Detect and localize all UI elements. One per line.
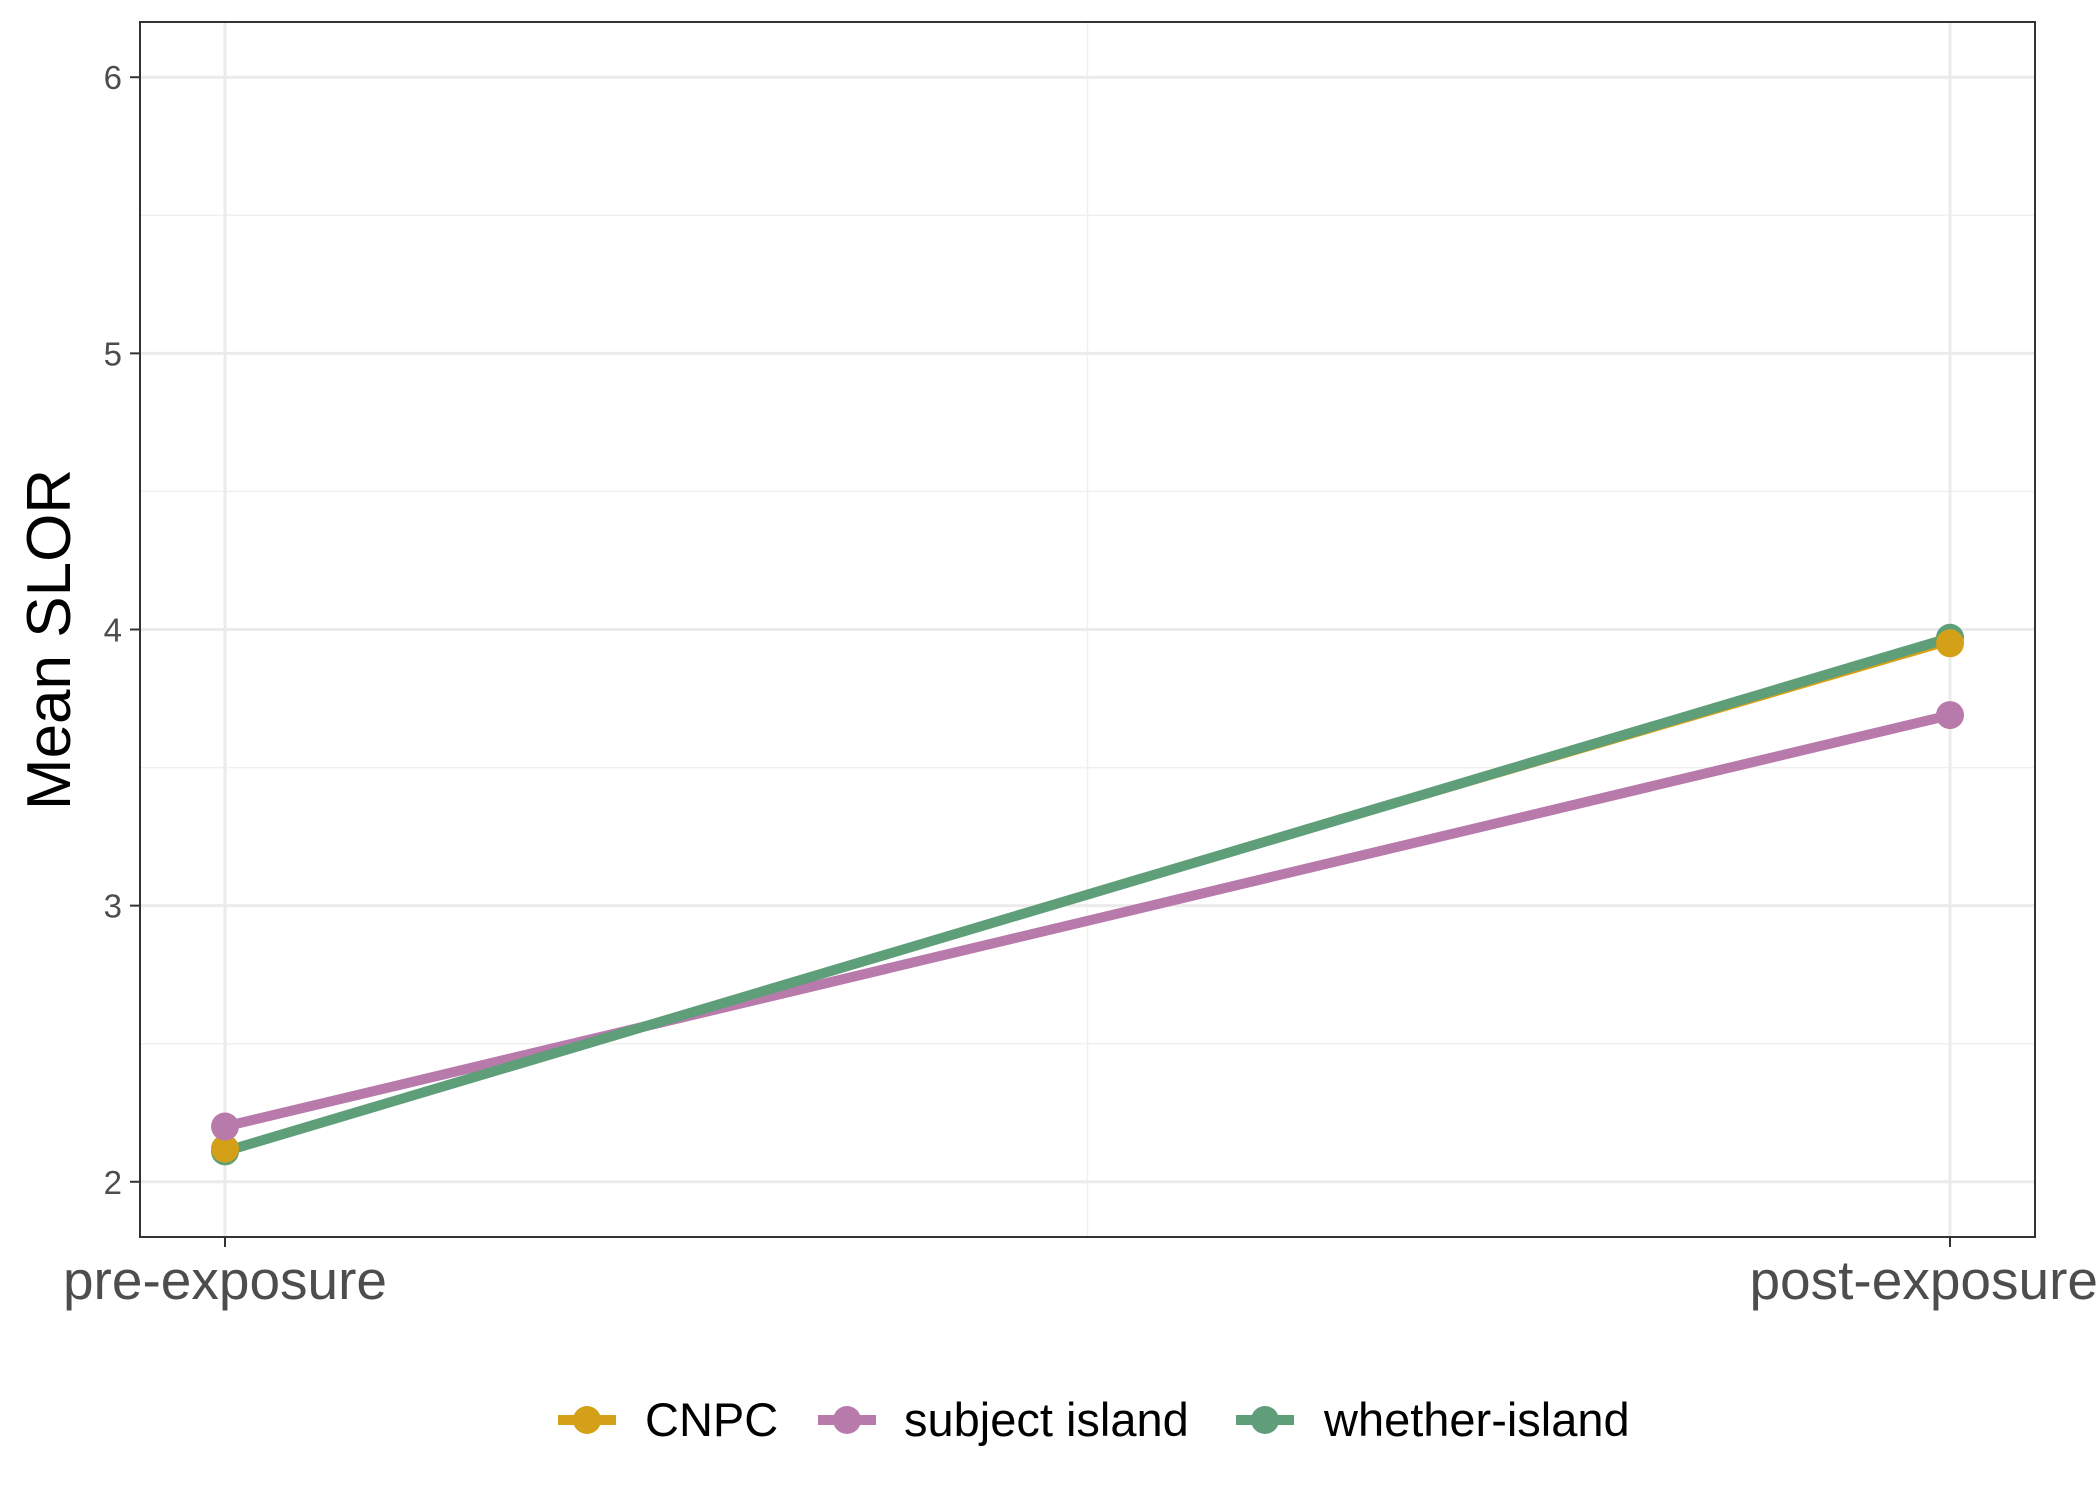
y-tick-label: 5 bbox=[104, 335, 122, 372]
x-tick-label: pre-exposure bbox=[63, 1249, 387, 1311]
data-point-cnpc bbox=[211, 1134, 239, 1163]
y-tick-label: 3 bbox=[104, 888, 122, 925]
data-point-subject-island bbox=[1936, 701, 1964, 730]
legend-swatch-point bbox=[573, 1406, 601, 1434]
legend: CNPC subject island whether-island bbox=[558, 1393, 1630, 1446]
y-tick-label: 4 bbox=[104, 612, 122, 649]
legend-key-subject-island bbox=[818, 1406, 876, 1434]
legend-label: CNPC bbox=[645, 1393, 778, 1446]
series-line-subject-island bbox=[223, 710, 1952, 1132]
axes: 2 3 4 5 6 pre-exposure post-exposure bbox=[63, 59, 2098, 1311]
x-tick-label: post-exposure bbox=[1749, 1249, 2098, 1311]
y-tick-label: 6 bbox=[104, 59, 122, 96]
y-tick-label: 2 bbox=[104, 1164, 122, 1201]
legend-label: whether-island bbox=[1323, 1393, 1630, 1446]
data-point-subject-island bbox=[211, 1112, 239, 1141]
legend-key-cnpc bbox=[558, 1406, 616, 1434]
legend-swatch-point bbox=[1251, 1406, 1279, 1434]
legend-key-whether-island bbox=[1236, 1406, 1294, 1434]
legend-swatch-point bbox=[833, 1406, 861, 1434]
y-axis-title: Mean SLOR bbox=[15, 469, 84, 810]
series-lines bbox=[211, 623, 1964, 1166]
series-line-whether-island bbox=[223, 632, 1952, 1157]
data-point-cnpc bbox=[1936, 629, 1964, 658]
legend-label: subject island bbox=[904, 1393, 1189, 1446]
grid-lines bbox=[140, 22, 2035, 1237]
